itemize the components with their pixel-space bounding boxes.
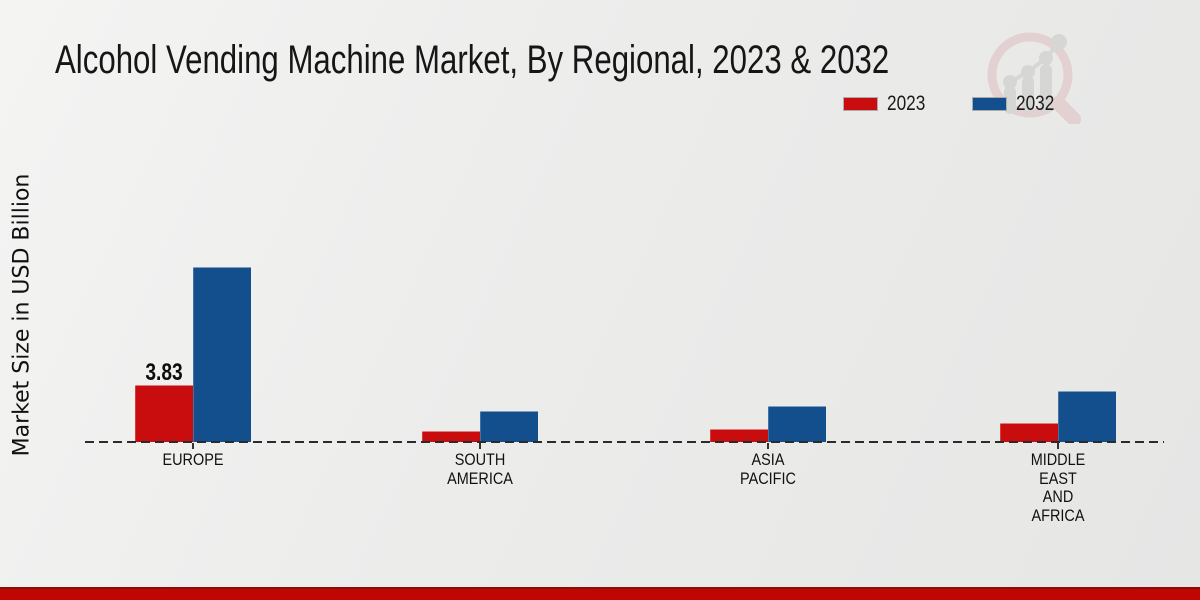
legend: 2023 2032	[843, 92, 1062, 116]
bar-2032-asia-pacific	[768, 406, 826, 442]
legend-label-2023: 2023	[887, 92, 926, 115]
bar-2032-europe	[193, 267, 251, 442]
category-label-asia-pacific: ASIA PACIFIC	[740, 450, 796, 488]
legend-item-2023: 2023	[843, 92, 934, 116]
axis-tick	[192, 443, 194, 449]
chart-title: Alcohol Vending Machine Market, By Regio…	[55, 38, 890, 82]
axis-tick	[1057, 443, 1059, 449]
legend-swatch-2032	[971, 97, 1007, 111]
legend-swatch-2023	[843, 97, 878, 111]
bar-2023-middle-east-and-africa	[1000, 423, 1058, 442]
bar-2023-south-america	[422, 431, 480, 442]
bar-2023-europe	[135, 385, 193, 442]
axis-tick	[767, 443, 769, 449]
bar-value-label: 3.83	[145, 359, 183, 386]
bar-2023-asia-pacific	[710, 429, 768, 442]
magnifier-bar-chart-logo-watermark	[987, 32, 1081, 124]
legend-label-2032: 2032	[1015, 92, 1055, 115]
bar-2032-middle-east-and-africa	[1058, 391, 1116, 442]
category-label-europe: EUROPE	[162, 450, 224, 469]
x-axis-baseline	[85, 441, 1164, 443]
category-label-south-america: SOUTH AMERICA	[447, 450, 513, 488]
footer-accent-bar	[0, 587, 1200, 600]
axis-tick	[479, 443, 481, 449]
bar-2032-south-america	[480, 411, 538, 442]
legend-item-2032: 2032	[971, 92, 1063, 116]
category-label-middle-east-and-africa: MIDDLE EAST AND AFRICA	[1030, 450, 1086, 525]
